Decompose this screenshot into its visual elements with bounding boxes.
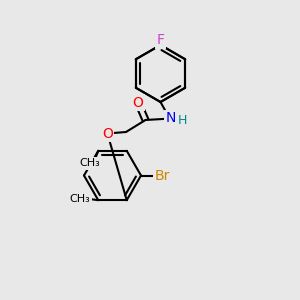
Text: Br: Br (154, 169, 170, 182)
Text: N: N (166, 112, 176, 125)
Text: O: O (102, 127, 113, 140)
Text: O: O (133, 96, 143, 110)
Text: F: F (157, 34, 164, 47)
Text: H: H (178, 114, 187, 128)
Text: CH₃: CH₃ (70, 194, 91, 204)
Text: CH₃: CH₃ (80, 158, 100, 168)
